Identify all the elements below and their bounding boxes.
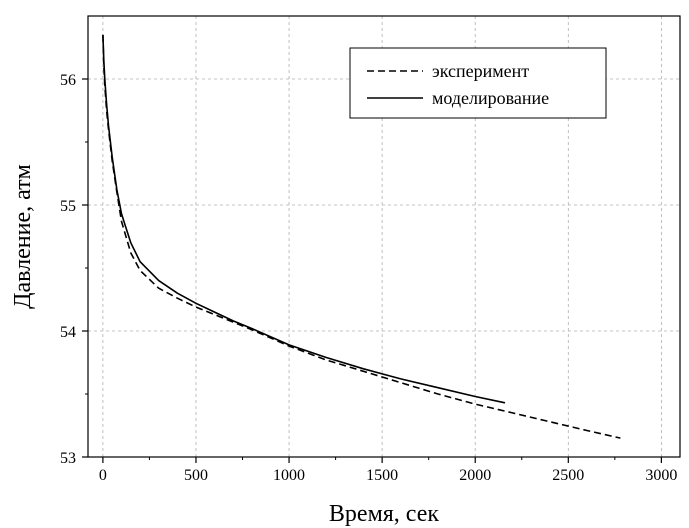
y-tick-label: 54 — [60, 324, 76, 341]
x-tick-label: 2000 — [459, 467, 491, 484]
axis-ticks — [82, 78, 662, 463]
legend: эксперимент моделирование — [349, 47, 607, 119]
x-tick-label: 500 — [184, 467, 208, 484]
x-tick-label: 0 — [99, 467, 107, 484]
x-axis-label: Время, сек — [329, 501, 439, 527]
legend-label-experiment: эксперимент — [432, 61, 529, 81]
y-tick-label: 53 — [60, 450, 76, 467]
y-tick-label: 56 — [60, 72, 76, 89]
legend-box — [349, 47, 607, 119]
y-tick-label: 55 — [60, 198, 76, 215]
x-tick-label: 1000 — [273, 467, 305, 484]
legend-label-modeling: моделирование — [432, 88, 549, 108]
x-tick-label: 3000 — [645, 467, 677, 484]
x-tick-label: 2500 — [552, 467, 584, 484]
series-lines — [102, 34, 621, 439]
series-line-modeling — [102, 34, 506, 404]
y-axis-label: Давление, атм — [10, 164, 36, 309]
axis-tick-labels: 0 500 1000 1500 2000 2500 3000 53 54 55 56 — [60, 72, 677, 484]
plot-frame — [87, 15, 681, 458]
x-tick-label: 1500 — [366, 467, 398, 484]
